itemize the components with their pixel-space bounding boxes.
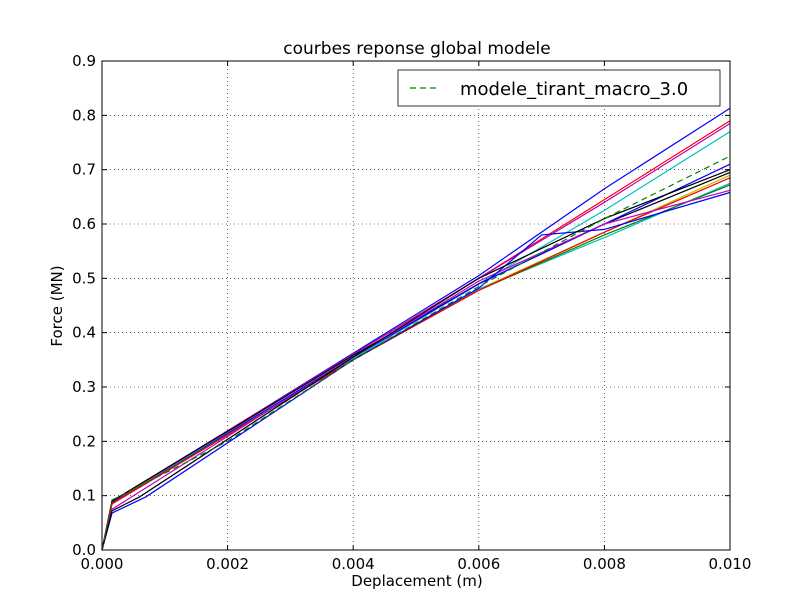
axis-ticks: 0.000 0.002 0.004 0.006 0.008 0.010 0.0 0.1 0.2 0… (72, 52, 751, 573)
y-tick-label: 0.6 (72, 215, 96, 233)
y-axis-label: Force (MN) (48, 265, 66, 346)
y-tick-label: 0.5 (72, 269, 96, 287)
plot-frame (101, 60, 731, 551)
x-tick-label: 0.004 (332, 555, 375, 573)
series-line (101, 191, 731, 551)
plot-area (102, 61, 730, 550)
series-layer (101, 107, 731, 551)
x-tick-label: 0.010 (709, 555, 752, 573)
x-axis-label: Deplacement (m) (351, 572, 482, 590)
y-tick-label: 0.4 (72, 324, 96, 342)
y-tick-label: 0.1 (72, 487, 96, 505)
legend-entry-label: modele_tirant_macro_3.0 (460, 79, 688, 100)
x-tick-label: 0.002 (206, 555, 249, 573)
series-line-modele_tirant_macro_3.0 (101, 155, 731, 551)
y-tick-label: 0.8 (72, 106, 96, 124)
y-tick-label: 0.9 (72, 52, 96, 70)
y-tick-label: 0.7 (72, 161, 96, 179)
series-line (101, 169, 731, 551)
legend-box (397, 69, 721, 107)
chart-title: courbes reponse global modele (283, 39, 550, 59)
x-tick-label: 0.006 (457, 555, 500, 573)
y-tick-label: 0.2 (72, 432, 96, 450)
legend: modele_tirant_macro_3.0 (397, 69, 721, 107)
y-tick-label: 0.0 (72, 541, 96, 559)
x-tick-label: 0.000 (81, 555, 124, 573)
y-tick-label: 0.3 (72, 378, 96, 396)
x-tick-label: 0.008 (583, 555, 626, 573)
